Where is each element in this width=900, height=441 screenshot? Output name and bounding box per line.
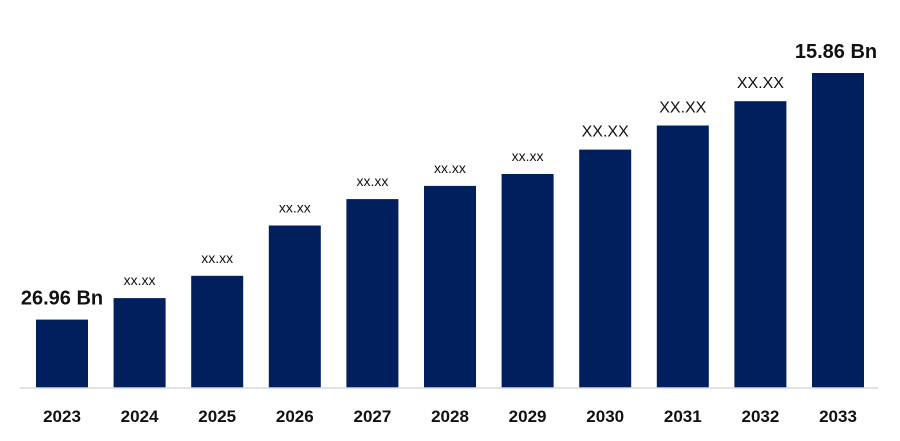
bars-group	[36, 73, 864, 388]
x-tick-label-2030: 2030	[586, 407, 624, 426]
data-label-2029: xx.xx	[512, 148, 544, 164]
x-tick-label-2029: 2029	[509, 407, 547, 426]
bar-2032	[734, 101, 787, 388]
x-tick-label-2028: 2028	[431, 407, 469, 426]
data-label-2028: xx.xx	[434, 160, 466, 176]
data-labels-group: 26.96 Bn xx.xx xx.xx xx.xx xx.xx xx.xx xx.xx XX…	[21, 41, 877, 310]
bar-2024	[113, 298, 166, 388]
data-label-2032: XX.XX	[737, 75, 784, 92]
bar-2025	[191, 275, 244, 388]
bar-2031	[656, 125, 709, 388]
bar-2027	[346, 199, 399, 388]
data-label-2031: XX.XX	[659, 100, 706, 117]
bar-2033	[812, 73, 864, 388]
x-tick-label-2033: 2033	[819, 407, 857, 426]
x-tick-label-2024: 2024	[121, 407, 159, 426]
data-label-2024: xx.xx	[124, 272, 156, 288]
data-label-2026: xx.xx	[279, 200, 311, 216]
data-label-2027: xx.xx	[356, 173, 388, 189]
bar-2029	[501, 174, 554, 388]
x-tick-label-2027: 2027	[353, 407, 391, 426]
x-tick-label-2023: 2023	[43, 407, 81, 426]
data-label-2025: xx.xx	[201, 250, 233, 266]
x-tick-label-2025: 2025	[198, 407, 236, 426]
bar-2030	[579, 149, 632, 388]
data-label-2023: 26.96 Bn	[21, 288, 103, 310]
x-tick-label-2026: 2026	[276, 407, 314, 426]
x-tick-label-2032: 2032	[741, 407, 779, 426]
x-tick-label-2031: 2031	[664, 407, 702, 426]
data-label-2030: XX.XX	[582, 124, 629, 141]
bar-2026	[268, 225, 321, 388]
x-tick-labels-group: 2023 2024 2025 2026 2027 2028 2029 2030 2031 2032…	[43, 407, 857, 426]
bar-2028	[424, 185, 476, 388]
data-label-2033: 15.86 Bn	[795, 41, 877, 63]
bar-2023	[36, 319, 88, 388]
